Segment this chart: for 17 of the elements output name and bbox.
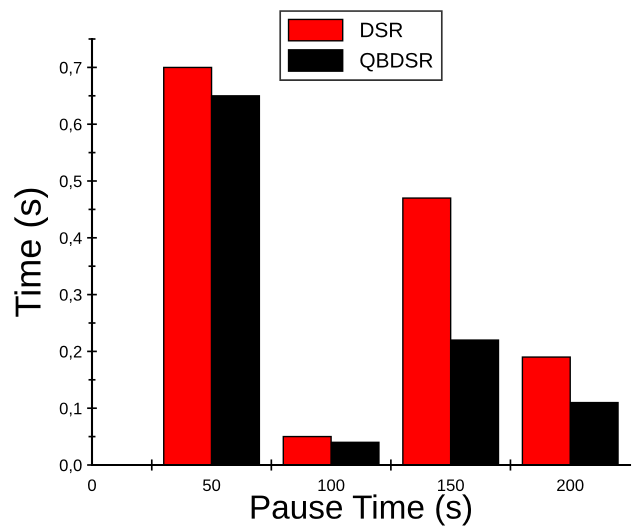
y-tick-label: 0,4 — [60, 232, 82, 246]
y-axis-title: Time (s) — [14, 188, 48, 317]
y-tick-label: 0,5 — [60, 175, 82, 190]
x-tick-label: 0 — [88, 479, 96, 492]
x-tick-label: 50 — [202, 479, 220, 492]
y-tick-label: 0,1 — [60, 402, 82, 416]
x-tick-label: 200 — [557, 479, 584, 492]
y-tick-label: 0,7 — [60, 62, 82, 76]
legend-label: DSR — [361, 22, 402, 38]
legend-label: QBDSR — [360, 52, 432, 72]
x-axis-title: Pause Time (s) — [252, 494, 472, 526]
y-tick-label: 0,3 — [60, 289, 82, 303]
y-tick-label: 0,0 — [60, 459, 82, 474]
y-tick-label: 0,2 — [60, 346, 82, 360]
x-tick-label: 150 — [438, 479, 464, 492]
y-tick-label: 0,6 — [60, 118, 82, 132]
x-tick-label: 100 — [318, 479, 344, 492]
